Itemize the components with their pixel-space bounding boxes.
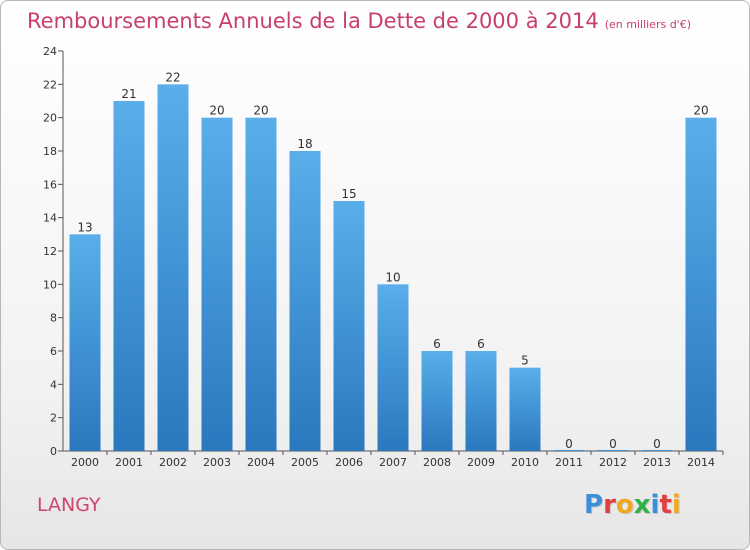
- bar-value-label: 20: [253, 104, 268, 118]
- bar: [289, 151, 321, 451]
- x-tick-label: 2000: [71, 456, 99, 469]
- x-tick-label: 2011: [555, 456, 583, 469]
- y-tick-label: 0: [50, 445, 57, 458]
- x-tick-label: 2005: [291, 456, 319, 469]
- bar-value-label: 6: [477, 337, 485, 351]
- bar: [201, 117, 233, 452]
- logo-letter: i: [671, 490, 681, 520]
- bar-value-label: 22: [165, 70, 180, 84]
- y-tick-label: 22: [43, 78, 57, 91]
- bar: [641, 450, 673, 451]
- bar-value-label: 13: [77, 220, 92, 234]
- y-tick-label: 10: [43, 278, 57, 291]
- logo-letter: P: [584, 490, 604, 520]
- x-tick-label: 2003: [203, 456, 231, 469]
- bars: [69, 84, 717, 452]
- x-tick-label: 2001: [115, 456, 143, 469]
- bar-value-label: 6: [433, 337, 441, 351]
- y-tick-label: 20: [43, 112, 57, 125]
- chart-title-text: Remboursements Annuels de la Dette de 20…: [27, 9, 599, 33]
- bar: [597, 450, 629, 451]
- bar-value-label: 20: [693, 104, 708, 118]
- bar-value-label: 15: [341, 187, 356, 201]
- y-tick-label: 8: [50, 312, 57, 325]
- logo-letter: r: [603, 490, 616, 520]
- labels: 13 21 22 20 20 18 15 10 6 6 5 0 0 0 20: [77, 70, 708, 451]
- x-tick-label: 2007: [379, 456, 407, 469]
- logo-letter: i: [650, 490, 660, 520]
- y-tick-label: 4: [50, 378, 57, 391]
- bar: [333, 201, 365, 451]
- bar-value-label: 0: [609, 437, 617, 451]
- x-tick-label: 2014: [687, 456, 715, 469]
- x-tick-label: 2012: [599, 456, 627, 469]
- commune-name: LANGY: [37, 494, 101, 516]
- bar: [685, 117, 717, 452]
- bar: [245, 117, 277, 452]
- bar-value-label: 5: [521, 354, 529, 368]
- x-tick-label: 2006: [335, 456, 363, 469]
- x-tick-label: 2009: [467, 456, 495, 469]
- bar: [509, 367, 541, 451]
- bar-value-label: 18: [297, 137, 312, 151]
- bar: [69, 234, 101, 451]
- bar-value-label: 20: [209, 104, 224, 118]
- y-tick-label: 12: [43, 245, 57, 258]
- chart-unit-note: (en milliers d'€): [604, 18, 691, 31]
- logo-letter: t: [659, 490, 672, 520]
- y-tick-label: 24: [43, 45, 57, 58]
- bar-value-label: 0: [653, 437, 661, 451]
- x-tick-label: 2002: [159, 456, 187, 469]
- bar: [113, 101, 145, 451]
- bar-value-label: 0: [565, 437, 573, 451]
- y-tick-label: 6: [50, 345, 57, 358]
- chart-title: Remboursements Annuels de la Dette de 20…: [27, 9, 691, 33]
- bar: [465, 351, 497, 451]
- bar: [421, 351, 453, 451]
- x-tick-label: 2004: [247, 456, 275, 469]
- y-tick-label: 2: [50, 412, 57, 425]
- y-tick-label: 18: [43, 145, 57, 158]
- x-tick-label: 2008: [423, 456, 451, 469]
- logo-letter: o: [615, 490, 634, 520]
- y-tick-label: 14: [43, 212, 57, 225]
- bar: [553, 450, 585, 451]
- bar: [157, 84, 189, 451]
- proxiti-logo[interactable]: Proxiti: [584, 490, 681, 520]
- y-tick-label: 16: [43, 178, 57, 191]
- bar: [377, 284, 409, 451]
- bar-value-label: 21: [121, 87, 136, 101]
- x-tick-label: 2013: [643, 456, 671, 469]
- logo-letter: x: [633, 490, 651, 520]
- x-tick-label: 2010: [511, 456, 539, 469]
- bar-value-label: 10: [385, 270, 400, 284]
